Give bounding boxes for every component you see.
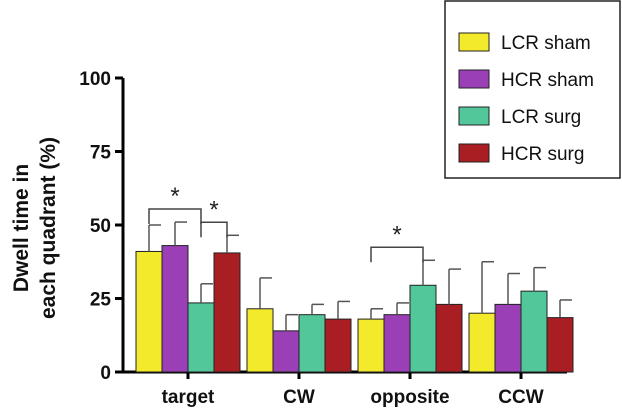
significance-bracket — [148, 208, 202, 225]
y-tick-label: 100 — [79, 69, 111, 90]
bar — [383, 314, 411, 373]
legend-swatch — [458, 69, 490, 89]
y-axis-label-line-1: Dwell time in — [10, 164, 33, 292]
bar — [298, 314, 326, 373]
bar — [468, 312, 496, 373]
y-tick-label: 0 — [100, 363, 111, 384]
y-tick-label: 75 — [90, 143, 112, 164]
y-tick-label: 25 — [90, 290, 112, 311]
bar — [213, 252, 241, 373]
legend-label: HCR surg — [501, 144, 584, 165]
bar — [161, 245, 189, 373]
axes: 0 25 50 75 100 target CW opposite CCW — [79, 69, 567, 408]
legend-label: HCR sham — [501, 70, 594, 91]
legend-swatch — [458, 106, 490, 126]
significance-label: * — [392, 221, 401, 248]
bars — [135, 245, 574, 373]
significance-bracket — [370, 246, 424, 263]
y-axis-label: Dwell time in each quadrant (%) — [10, 137, 60, 319]
legend-swatch — [458, 32, 490, 52]
bar — [246, 308, 274, 373]
bar — [409, 284, 437, 373]
legend-swatch — [458, 143, 490, 163]
bar — [135, 250, 163, 373]
significance-bracket — [200, 221, 228, 238]
x-tick-label: CW — [283, 387, 315, 408]
x-tick-label: opposite — [370, 387, 449, 408]
y-axis-label-line-2: each quadrant (%) — [37, 137, 60, 319]
bar — [435, 303, 463, 373]
bar — [272, 330, 300, 373]
x-tick-label: CCW — [498, 387, 543, 408]
significance-brackets: * * * — [148, 183, 424, 263]
bar — [494, 303, 522, 373]
y-tick-label: 50 — [90, 216, 111, 237]
bar — [324, 318, 352, 373]
bar — [520, 290, 548, 373]
error-bars — [148, 221, 572, 331]
significance-label: * — [209, 196, 218, 223]
legend-label: LCR surg — [501, 107, 581, 128]
bar — [187, 302, 215, 373]
legend-label: LCR sham — [501, 33, 591, 54]
legend: LCR sham HCR sham LCR surg HCR surg — [444, 0, 621, 179]
significance-label: * — [170, 183, 179, 210]
bar — [357, 318, 385, 373]
x-tick-label: target — [162, 387, 215, 408]
bar — [546, 317, 574, 373]
